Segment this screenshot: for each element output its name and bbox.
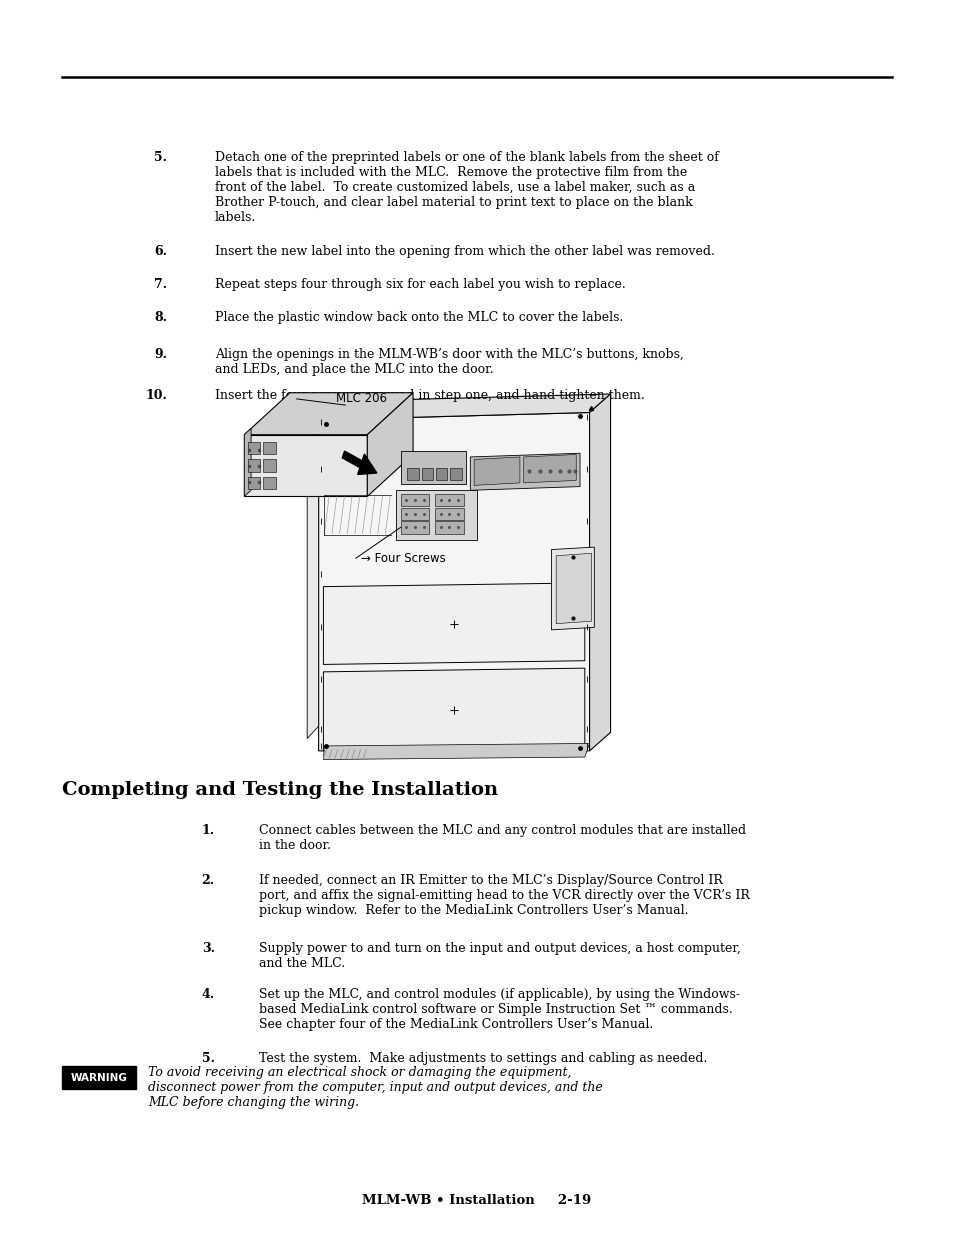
Text: MLM-WB • Installation     2-19: MLM-WB • Installation 2-19 <box>362 1194 591 1207</box>
Text: → Four Screws: → Four Screws <box>360 552 445 564</box>
Text: Detach one of the preprinted labels or one of the blank labels from the sheet of: Detach one of the preprinted labels or o… <box>214 151 718 224</box>
Text: Supply power to and turn on the input and output devices, a host computer,
and t: Supply power to and turn on the input an… <box>259 942 740 971</box>
Bar <box>400 521 429 534</box>
Polygon shape <box>400 451 465 484</box>
Bar <box>435 508 463 520</box>
Text: To avoid receiving an electrical shock or damaging the equipment,
disconnect pow: To avoid receiving an electrical shock o… <box>148 1066 602 1109</box>
Text: Connect cables between the MLC and any control modules that are installed
in the: Connect cables between the MLC and any c… <box>259 824 746 852</box>
Polygon shape <box>323 743 589 760</box>
Polygon shape <box>474 457 519 485</box>
Text: 7.: 7. <box>153 278 167 291</box>
Polygon shape <box>556 553 591 624</box>
Polygon shape <box>318 412 589 751</box>
Polygon shape <box>395 490 476 540</box>
Text: 5.: 5. <box>201 1052 214 1066</box>
Polygon shape <box>244 429 251 496</box>
Bar <box>248 442 260 454</box>
Polygon shape <box>367 393 413 496</box>
Text: 9.: 9. <box>153 348 167 362</box>
Polygon shape <box>470 453 579 490</box>
Text: If needed, connect an IR Emitter to the MLC’s Display/Source Control IR
port, an: If needed, connect an IR Emitter to the … <box>259 874 750 918</box>
Polygon shape <box>244 393 413 435</box>
Polygon shape <box>323 668 584 750</box>
Text: Insert the four screws removed in step one, and hand tighten them.: Insert the four screws removed in step o… <box>214 389 643 403</box>
Bar <box>263 477 275 489</box>
Bar <box>248 477 260 489</box>
Bar <box>435 521 463 534</box>
Bar <box>263 459 275 472</box>
Bar <box>400 508 429 520</box>
Polygon shape <box>307 420 318 739</box>
Text: Place the plastic window back onto the MLC to cover the labels.: Place the plastic window back onto the M… <box>214 311 622 325</box>
Text: WARNING: WARNING <box>71 1072 128 1083</box>
Bar <box>435 494 463 506</box>
Polygon shape <box>523 454 576 483</box>
Text: 10.: 10. <box>145 389 167 403</box>
Text: Align the openings in the MLM-WB’s door with the MLC’s buttons, knobs,
and LEDs,: Align the openings in the MLM-WB’s door … <box>214 348 682 377</box>
Polygon shape <box>244 435 367 496</box>
Polygon shape <box>318 394 610 420</box>
Bar <box>400 494 429 506</box>
Text: 4.: 4. <box>201 988 214 1002</box>
Polygon shape <box>323 747 584 751</box>
Bar <box>407 468 418 480</box>
Text: MLC 206: MLC 206 <box>335 391 386 405</box>
Bar <box>62 1066 136 1089</box>
Text: 3.: 3. <box>201 942 214 956</box>
Text: 1.: 1. <box>201 824 214 837</box>
FancyArrow shape <box>342 451 376 474</box>
Text: Test the system.  Make adjustments to settings and cabling as needed.: Test the system. Make adjustments to set… <box>259 1052 707 1066</box>
Bar <box>421 468 433 480</box>
Text: Repeat steps four through six for each label you wish to replace.: Repeat steps four through six for each l… <box>214 278 625 291</box>
Bar <box>436 468 447 480</box>
Text: Set up the MLC, and control modules (if applicable), by using the Windows-
based: Set up the MLC, and control modules (if … <box>259 988 740 1031</box>
Bar <box>450 468 461 480</box>
Text: 6.: 6. <box>153 245 167 258</box>
Polygon shape <box>551 547 594 630</box>
Polygon shape <box>323 583 584 664</box>
Text: Insert the new label into the opening from which the other label was removed.: Insert the new label into the opening fr… <box>214 245 714 258</box>
Polygon shape <box>589 394 610 751</box>
Bar <box>248 459 260 472</box>
Bar <box>263 442 275 454</box>
Text: 5.: 5. <box>153 151 167 164</box>
Text: 2.: 2. <box>201 874 214 888</box>
Text: 8.: 8. <box>153 311 167 325</box>
Text: Completing and Testing the Installation: Completing and Testing the Installation <box>62 781 497 799</box>
